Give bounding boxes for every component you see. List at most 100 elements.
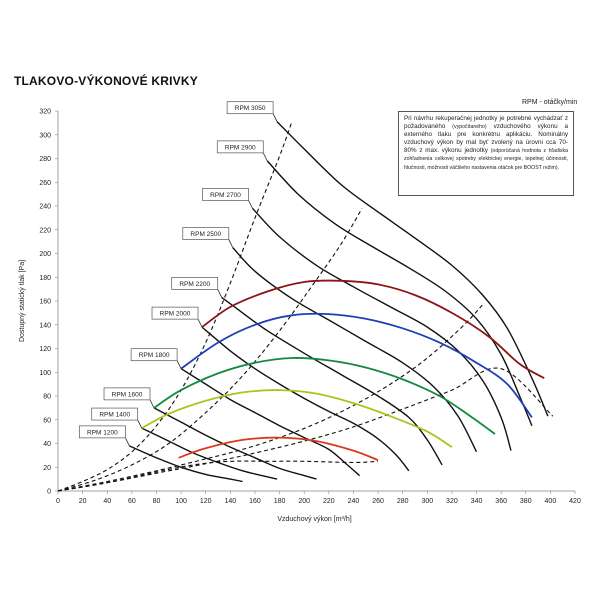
y-tick-label: 160: [39, 299, 51, 306]
rpm-label-leader: [125, 437, 130, 447]
x-tick-label: 220: [323, 498, 335, 505]
y-tick-label: 80: [43, 394, 51, 401]
y-tick-label: 280: [39, 156, 51, 163]
note-small: (odporúčaná hodnota z hľadiska zohľadnen…: [404, 148, 568, 171]
y-tick-label: 200: [39, 251, 51, 258]
rpm-label-2000: RPM 2000: [160, 311, 191, 318]
x-tick-label: 260: [372, 498, 384, 505]
rpm-labels: RPM 1200 RPM 1400 RPM 1600 RPM 1800 RPM 2000…: [79, 101, 278, 447]
x-tick-label: 320: [446, 498, 458, 505]
rpm-unit-label: RPM - otáčky/min: [522, 99, 578, 106]
rpm-label-1200: RPM 1200: [87, 429, 118, 436]
rpm-curve-2200: [221, 296, 443, 466]
colored-curve: [201, 279, 545, 379]
rpm-label-box: [130, 348, 178, 362]
x-tick-label: 0: [56, 498, 60, 505]
y-tick-label: 120: [39, 346, 51, 353]
x-tick-label: 140: [224, 498, 236, 505]
axes: 0 20 40 60 80 100 120 140 160 180 200 220 240 260 280 3…: [39, 109, 581, 506]
colored-curves: [141, 279, 545, 461]
rpm-label-leader: [176, 360, 182, 369]
rpm-curve-1800: [180, 368, 361, 477]
y-tick-label: 20: [43, 465, 51, 472]
y-tick-label: 140: [39, 322, 51, 329]
rpm-label-box: [91, 407, 139, 421]
rpm-label-box: [171, 277, 219, 290]
dashed-line: [57, 208, 363, 492]
y-tick-label: 240: [39, 204, 51, 211]
rpm-label-leader: [262, 152, 268, 162]
note-main2: vzduchového výkonu a externého tlaku pre…: [404, 123, 569, 155]
y-tick-label: 300: [39, 132, 51, 139]
y-tick-label: 60: [43, 417, 51, 424]
rpm-label-1400: RPM 1400: [99, 412, 130, 419]
y-tick-label: 0: [47, 489, 51, 496]
rpm-curve-1400: [141, 427, 278, 480]
rpm-label-3050: RPM 3050: [235, 105, 266, 112]
rpm-curve-2000: [201, 326, 410, 472]
rpm-label-1800: RPM 1800: [139, 352, 170, 359]
rpm-label-leader: [272, 113, 278, 122]
rpm-label-2900: RPM 2900: [225, 144, 256, 151]
colored-curve: [178, 436, 379, 461]
dashed-lines: [57, 121, 554, 492]
x-tick-label: 180: [274, 498, 286, 505]
y-tick-label: 100: [39, 370, 51, 377]
rpm-curve-2900: [266, 160, 533, 426]
rpm-label-1600: RPM 1600: [112, 391, 143, 398]
dashed-line: [57, 304, 484, 492]
dashed-line: [57, 121, 293, 492]
x-axis-label: Vzduchový výkon [m³/h]: [277, 516, 351, 523]
rpm-label-2700: RPM 2700: [210, 192, 241, 199]
rpm-curve-1200: [129, 445, 243, 483]
x-tick-label: 360: [495, 498, 507, 505]
colored-curve: [153, 357, 496, 435]
rpm-label-box: [79, 425, 126, 439]
x-tick-label: 40: [103, 498, 111, 505]
rpm-label-box: [182, 227, 230, 240]
rpm-label-box: [103, 387, 151, 401]
rpm-label-box: [216, 140, 264, 154]
rpm-label-2200: RPM 2200: [179, 281, 210, 288]
rpm-label-leader: [137, 419, 143, 429]
y-tick-label: 260: [39, 180, 51, 187]
x-tick-label: 120: [200, 498, 212, 505]
x-tick-label: 280: [397, 498, 409, 505]
note-main: Pri návrhu rekuperačnej jednotky je potr…: [404, 115, 568, 131]
page-title: TLAKOVO-VÝKONOVÉ KRIVKY: [14, 74, 198, 88]
rpm-curve-2500: [232, 247, 478, 453]
x-tick-label: 400: [545, 498, 557, 505]
x-tick-label: 200: [298, 498, 310, 505]
x-tick-label: 240: [348, 498, 360, 505]
y-axis-label: Dostupný statický tlak [Pa]: [19, 260, 26, 342]
rpm-label-leader: [217, 289, 223, 298]
rpm-label-box: [202, 188, 249, 201]
rpm-label-box: [151, 306, 199, 320]
rpm-curve-3050: [276, 121, 549, 417]
x-tick-label: 380: [520, 498, 532, 505]
note-main-small: (vypočítaného): [452, 124, 487, 131]
rpm-curves: [129, 121, 549, 483]
rpm-curve-2700: [251, 207, 512, 451]
colored-curve: [180, 312, 533, 418]
rpm-curve-1600: [153, 407, 317, 480]
dashed-line: [57, 460, 379, 492]
x-tick-label: 100: [175, 498, 187, 505]
rpm-label-2500: RPM 2500: [190, 231, 221, 238]
rpm-label-leader: [149, 399, 155, 409]
dashed-line: [57, 367, 554, 492]
y-tick-label: 180: [39, 275, 51, 282]
x-tick-label: 300: [421, 498, 433, 505]
x-tick-label: 20: [79, 498, 87, 505]
colored-curve: [141, 389, 453, 448]
y-tick-label: 320: [39, 109, 51, 116]
x-tick-label: 160: [249, 498, 261, 505]
rpm-label-leader: [248, 200, 253, 209]
note-box: Pri návrhu rekuperačnej jednotky je potr…: [398, 111, 574, 196]
x-tick-label: 340: [471, 498, 483, 505]
y-tick-label: 40: [43, 441, 51, 448]
rpm-label-leader: [228, 239, 234, 248]
rpm-label-leader: [197, 318, 203, 328]
x-tick-label: 420: [569, 498, 581, 505]
y-tick-label: 220: [39, 227, 51, 234]
